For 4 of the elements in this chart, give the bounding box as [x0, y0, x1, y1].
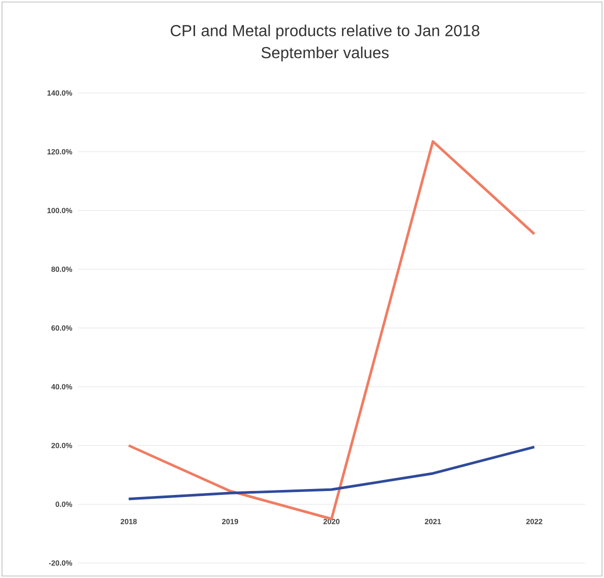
line-series — [127, 446, 536, 500]
line-series — [127, 140, 536, 520]
chart-subtitle: September values — [261, 46, 389, 62]
chart-title: CPI and Metal products relative to Jan 2018 — [170, 24, 480, 40]
